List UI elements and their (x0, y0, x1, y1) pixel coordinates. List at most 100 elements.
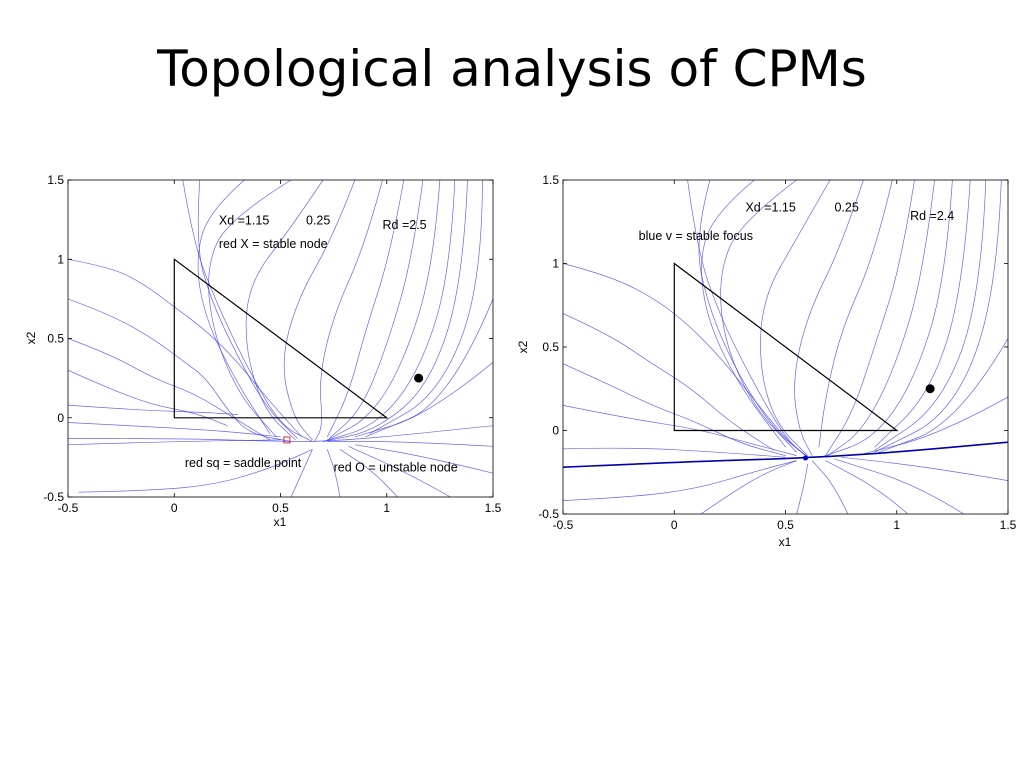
tick-layer: -0.5 0 0.5 1 1.5 -0.5 0 0.5 1 1.5 (538, 173, 1016, 532)
trajectory-line (825, 180, 935, 458)
trajectory-line (563, 460, 797, 501)
trajectory-line (327, 441, 493, 447)
trajectory-line (874, 180, 987, 451)
trajectory-line (563, 313, 775, 451)
annotation-label: Xd =1.15 (745, 201, 795, 215)
x-tick-label: 1 (383, 501, 390, 515)
annotation-label: 0.25 (306, 213, 330, 227)
overlay-layer (673, 262, 935, 461)
trajectory-line (701, 180, 786, 448)
trajectory-line (68, 439, 281, 446)
y-tick-label: -0.5 (538, 507, 559, 521)
trajectory-line (563, 263, 809, 458)
y-tick-label: 1.5 (47, 173, 64, 187)
y-axis-label: x2 (516, 340, 530, 353)
y-tick-label: -0.5 (43, 490, 64, 504)
x-tick-label: 0.5 (272, 501, 289, 515)
trajectory-line (563, 441, 1008, 468)
annotation-layer: Xd =1.15 0.25 Rd =2.5 red X = stable node re… (185, 213, 458, 474)
trajectory-line (563, 447, 786, 458)
trajectory-line (825, 180, 915, 456)
trajectory-line (874, 180, 1002, 453)
trajectory-layer (68, 180, 493, 497)
overlay-layer (173, 258, 424, 444)
trajectory-line (563, 405, 797, 456)
x-tick-label: 1.5 (485, 501, 502, 515)
equilibrium-dot (414, 373, 424, 383)
y-tick-label: 1 (57, 252, 64, 266)
x-axis-label: x1 (779, 535, 792, 549)
trajectory-line (78, 449, 313, 493)
trajectory-line (818, 180, 893, 448)
annotation-label: red sq = saddle point (185, 456, 302, 470)
trajectory-line (369, 180, 483, 434)
trajectory-line (794, 180, 864, 456)
trajectory-line (339, 449, 398, 497)
y-tick-label: 0 (57, 411, 64, 425)
x-tick-label: 1 (893, 518, 900, 532)
annotation-label: Rd =2.5 (383, 218, 427, 232)
trajectory-line (863, 396, 1008, 455)
trajectory-line (825, 460, 909, 514)
annotation-label: Xd =1.15 (219, 213, 269, 227)
annotation-label: Rd =2.4 (910, 209, 954, 223)
trajectory-line (245, 180, 324, 441)
trajectory-line (208, 180, 292, 438)
trajectory-line (68, 298, 292, 442)
trajectory-line (760, 180, 831, 456)
trajectory-line (796, 463, 809, 514)
trajectory-line (874, 338, 1008, 455)
trajectory-line (182, 180, 313, 442)
trajectory-line (698, 180, 809, 458)
trajectory-line (354, 444, 493, 474)
stable-focus-marker (803, 455, 809, 461)
triangle-boundary (173, 258, 389, 419)
y-tick-label: 1 (552, 257, 559, 271)
triangle-boundary (673, 262, 899, 432)
annotation-label: 0.25 (834, 201, 858, 215)
x-tick-label: -0.5 (58, 501, 79, 515)
tick-layer: -0.5 0 0.5 1 1.5 -0.5 0 0.5 1 1.5 (43, 173, 501, 515)
x-tick-label: -0.5 (553, 518, 574, 532)
trajectory-line (68, 258, 303, 438)
saddle-point-marker (283, 436, 291, 444)
x-axis-label: x1 (274, 515, 287, 529)
trajectory-line (354, 362, 493, 438)
trajectory-line (820, 180, 953, 458)
y-axis-label: x2 (24, 331, 38, 344)
annotation-layer: Xd =1.15 0.25 Rd =2.4 blue v = stable focus (639, 201, 955, 243)
trajectory-line (68, 425, 493, 442)
trajectory-line (326, 180, 405, 437)
trajectory-line (283, 180, 356, 441)
slide-title: Topological analysis of CPMs (157, 40, 867, 98)
y-tick-label: 1.5 (542, 173, 559, 187)
annotation-label: blue v = stable focus (639, 229, 753, 243)
y-tick-label: 0.5 (47, 332, 64, 346)
trajectory-line (329, 180, 424, 439)
annotation-label: red X = stable node (219, 237, 328, 251)
trajectory-line (322, 180, 456, 442)
x-tick-label: 0 (671, 518, 678, 532)
trajectory-line (874, 180, 971, 448)
trajectory-line (811, 460, 849, 514)
trajectory-line (197, 180, 271, 434)
trajectory-line (834, 458, 964, 514)
x-tick-label: 0 (171, 501, 178, 515)
trajectory-line (348, 445, 451, 497)
trajectory-line (314, 180, 383, 442)
trajectory-line (365, 298, 493, 438)
trajectory-line (290, 449, 313, 497)
trajectory-line (327, 180, 441, 441)
trajectory-line (841, 456, 1008, 481)
y-tick-label: 0.5 (542, 340, 559, 354)
trajectory-line (326, 449, 341, 497)
trajectory-line (720, 180, 797, 453)
x-tick-label: 1.5 (1000, 518, 1017, 532)
trajectory-line (68, 422, 281, 438)
equilibrium-dot (925, 384, 935, 394)
trajectory-line (322, 180, 468, 442)
trajectory-line (700, 460, 797, 514)
y-tick-label: 0 (552, 424, 559, 438)
